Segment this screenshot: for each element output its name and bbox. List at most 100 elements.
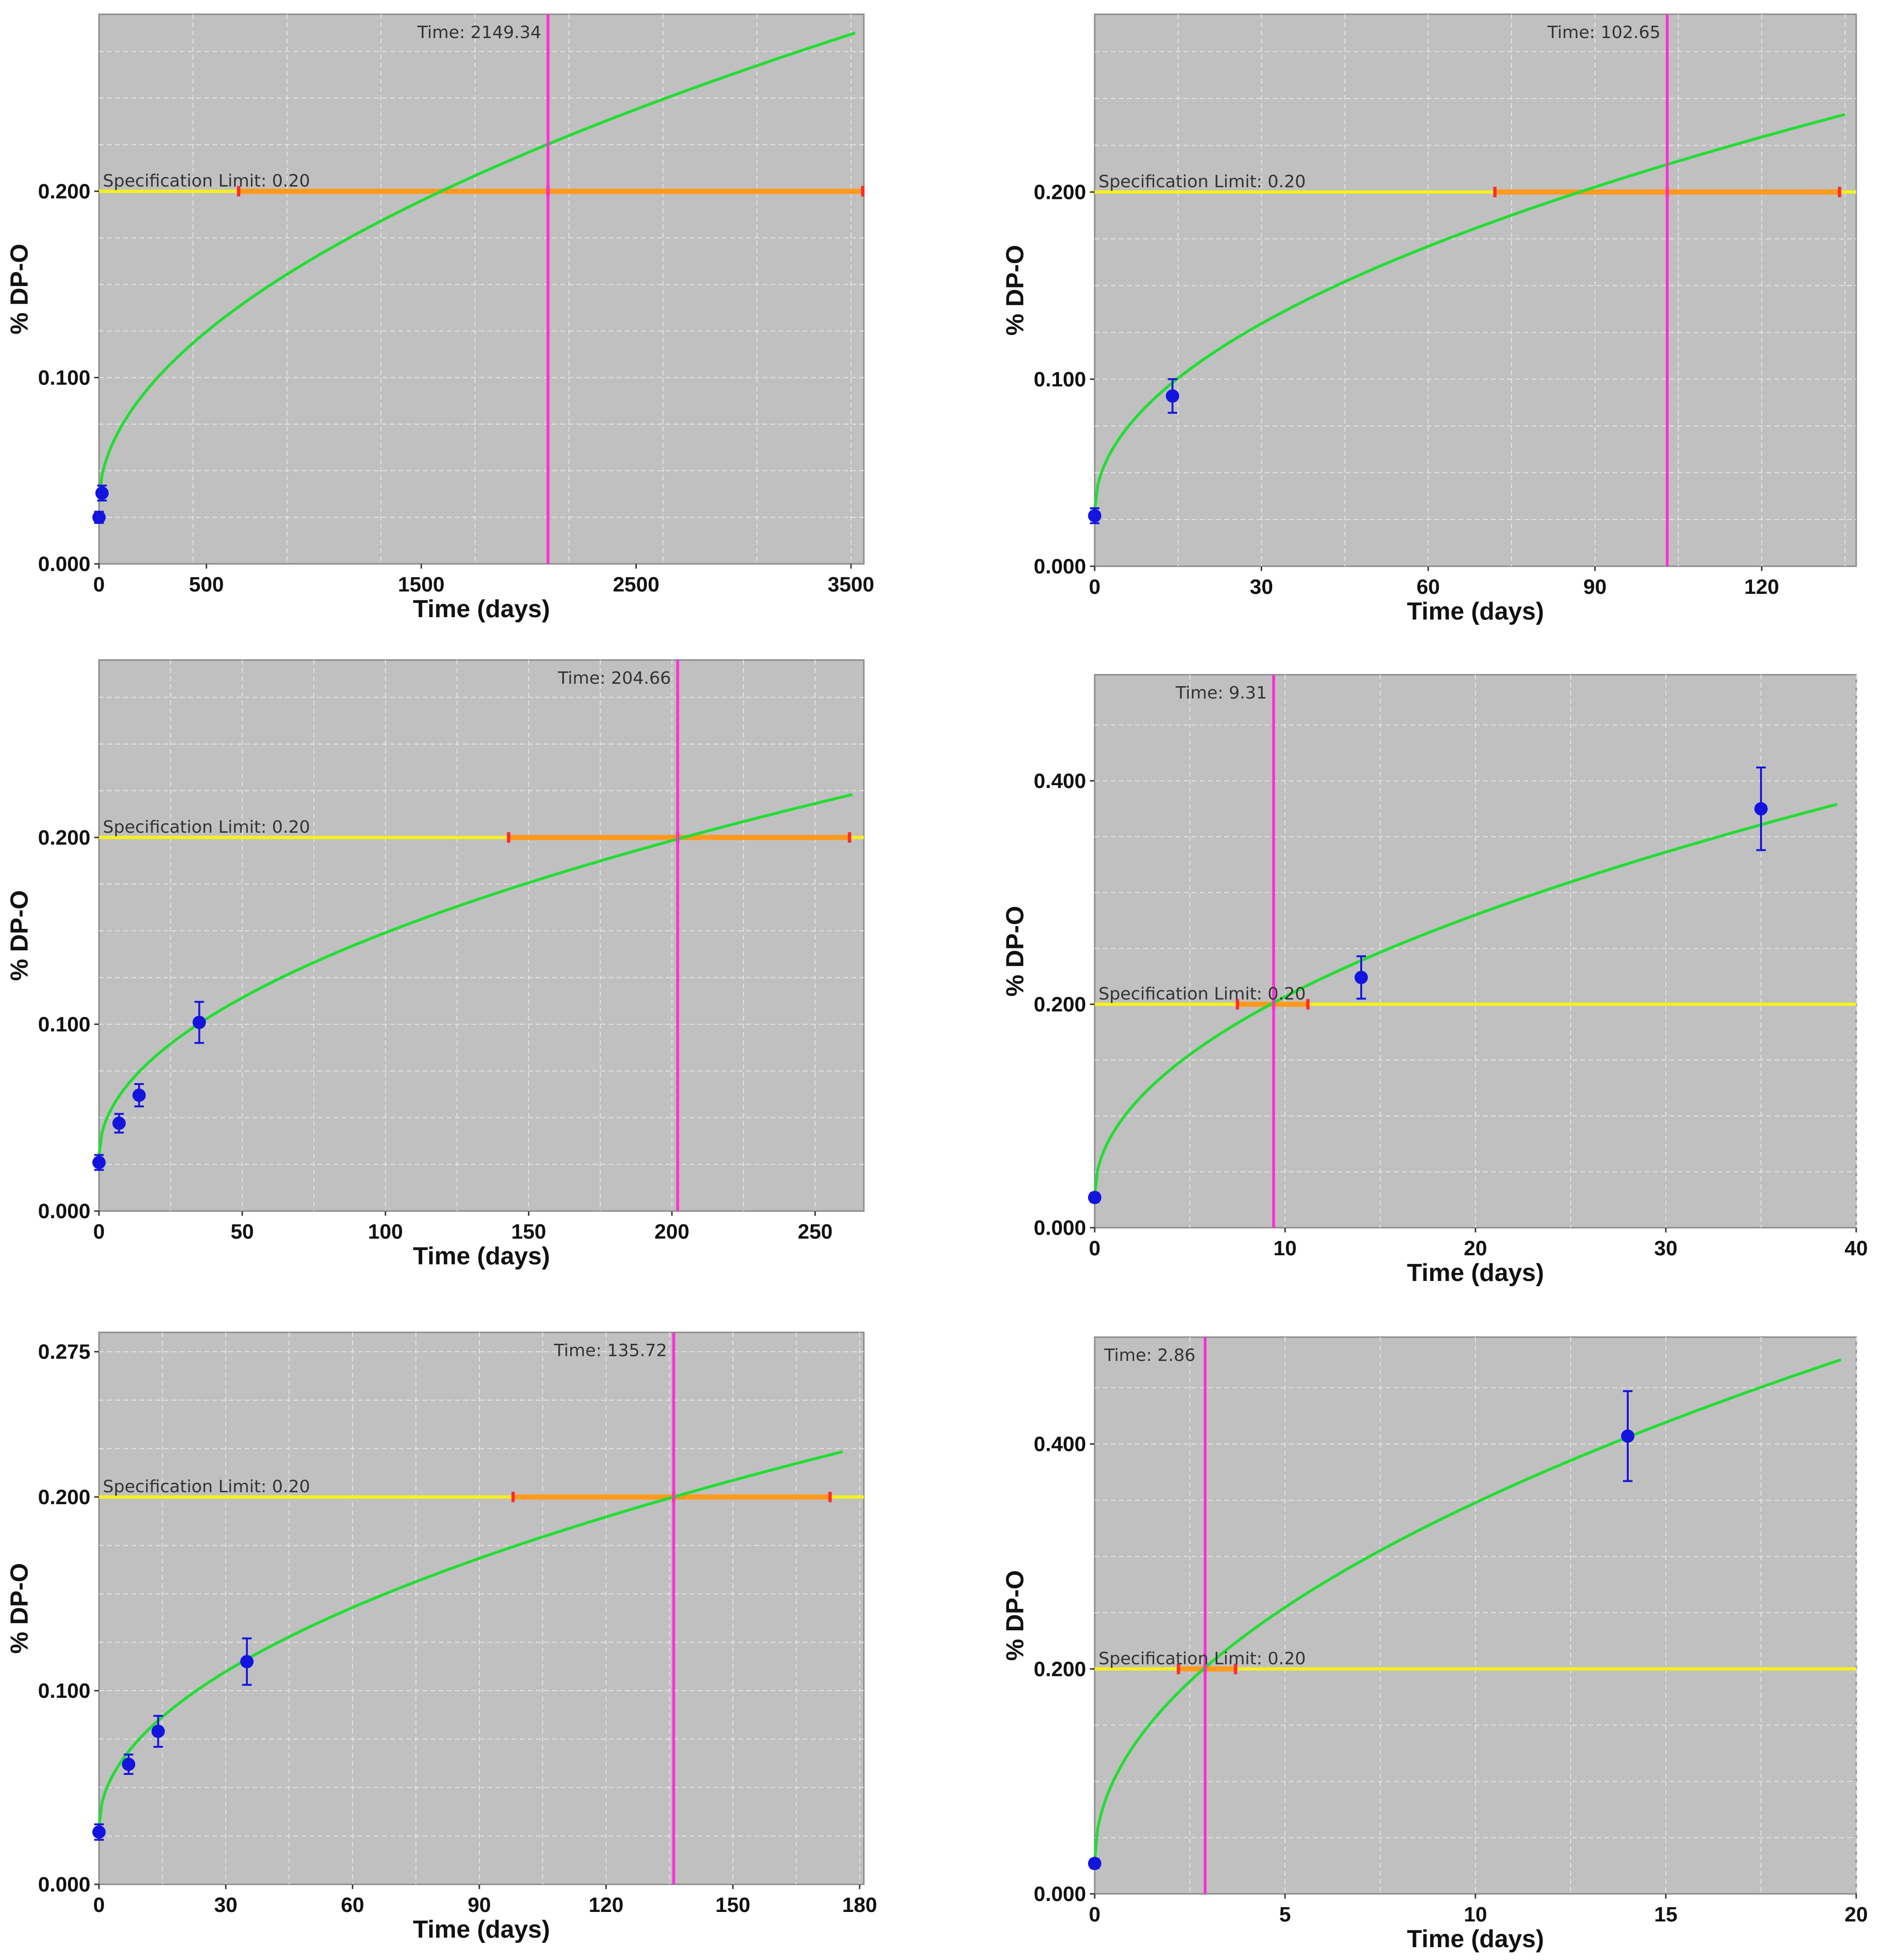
spec-limit-label: Specification Limit: 0.20 [103, 817, 310, 837]
chart-panel-1: Specification Limit: 0.20 Time: 2149.34 0 5… [6, 13, 874, 623]
x-tick-label: 0 [1089, 575, 1100, 599]
fit-curve [98, 793, 853, 1155]
chart-panel-2: Specification Limit: 0.20 Time: 102.65 0 30… [1001, 13, 1857, 625]
spec-limit-label: Specification Limit: 0.20 [103, 1477, 310, 1497]
x-tick-label: 3500 [828, 573, 874, 596]
y-tick-label: 0.100 [38, 366, 90, 389]
spec-limit-label: Specification Limit: 0.20 [1098, 172, 1306, 192]
spec-limit-label: Specification Limit: 0.20 [1098, 1649, 1306, 1668]
fit-curve [98, 1450, 843, 1827]
x-tick-label: 30 [1250, 575, 1273, 599]
x-tick-label: 100 [368, 1220, 403, 1243]
y-tick-label: 0.000 [1034, 1882, 1086, 1906]
grid-lines [99, 660, 864, 1211]
time-value-label: Time: 102.65 [1547, 23, 1661, 42]
data-point [95, 486, 109, 500]
y-tick-label: 0.100 [1034, 368, 1086, 391]
plot-area [98, 659, 865, 1212]
x-axis-title: Time (days) [413, 1916, 550, 1943]
x-tick-label: 250 [798, 1220, 832, 1243]
x-tick-label: 200 [654, 1220, 689, 1243]
y-axis-title: % DP-O [6, 244, 33, 335]
x-tick-label: 2500 [613, 573, 660, 596]
y-tick-label: 0.000 [1034, 555, 1086, 578]
fit-curve [1093, 1358, 1841, 1861]
chart-panel-4: Specification Limit: 0.20 Time: 9.31 0 10 20… [1001, 674, 1868, 1287]
y-tick-label: 0.400 [1034, 1433, 1086, 1456]
chart-panel-3: Specification Limit: 0.20 Time: 204.66 0 50… [6, 659, 865, 1270]
data-point [92, 1825, 106, 1839]
fit-curve [1093, 803, 1838, 1194]
y-tick-label: 0.000 [38, 1200, 90, 1223]
x-axis-title: Time (days) [413, 595, 550, 623]
x-axis-title: Time (days) [1407, 1925, 1544, 1953]
x-tick-label: 40 [1845, 1237, 1868, 1260]
y-tick-label: 0.200 [38, 826, 90, 849]
y-axis-title: % DP-O [1001, 1570, 1029, 1661]
x-axis-title: Time (days) [1407, 598, 1544, 625]
data-point [151, 1724, 165, 1738]
fit-curve [1093, 113, 1846, 511]
x-tick-label: 15 [1654, 1903, 1678, 1926]
x-tick-label: 20 [1464, 1237, 1487, 1260]
data-point [1166, 389, 1179, 403]
y-tick-label: 0.400 [1034, 769, 1086, 793]
x-tick-label: 30 [214, 1893, 237, 1917]
x-tick-label: 0 [93, 1220, 105, 1243]
x-tick-label: 0 [1089, 1903, 1100, 1926]
x-tick-label: 5 [1279, 1903, 1291, 1926]
x-tick-label: 0 [93, 1893, 105, 1917]
time-value-label: Time: 204.66 [557, 669, 671, 688]
x-tick-label: 150 [715, 1893, 750, 1917]
x-axis-title: Time (days) [1407, 1259, 1544, 1287]
spec-limit-label: Specification Limit: 0.20 [103, 171, 310, 191]
y-tick-label: 0.275 [38, 1340, 90, 1364]
data-point [240, 1655, 254, 1668]
x-tick-label: 120 [589, 1893, 623, 1917]
fit-curve [98, 31, 856, 502]
y-tick-label: 0.200 [38, 1486, 90, 1509]
y-tick-label: 0.200 [1034, 1657, 1086, 1681]
y-tick-label: 0.200 [1034, 993, 1086, 1016]
chart-panel-6: Specification Limit: 0.20 Time: 2.86 0 5 10 1… [1001, 1336, 1868, 1953]
y-tick-label: 0.200 [38, 180, 90, 203]
x-tick-label: 1500 [398, 573, 445, 596]
time-value-label: Time: 2149.34 [417, 23, 542, 42]
y-axis-title: % DP-O [6, 1563, 33, 1654]
data-point [1088, 1191, 1101, 1204]
x-tick-label: 50 [230, 1220, 254, 1243]
spec-limit-label: Specification Limit: 0.20 [1098, 985, 1306, 1004]
data-point [92, 511, 106, 524]
plot-area [98, 1331, 865, 1885]
y-tick-label: 0.000 [38, 552, 90, 576]
x-tick-label: 30 [1654, 1237, 1678, 1260]
x-tick-label: 90 [1583, 575, 1607, 599]
x-tick-label: 60 [1416, 575, 1440, 599]
time-value-label: Time: 135.72 [554, 1341, 667, 1360]
time-value-label: Time: 2.86 [1104, 1346, 1196, 1365]
x-tick-label: 10 [1464, 1903, 1487, 1926]
x-tick-label: 20 [1845, 1903, 1868, 1926]
y-tick-label: 0.100 [38, 1679, 90, 1703]
data-point [1088, 509, 1101, 522]
data-point [132, 1088, 146, 1102]
data-point [1621, 1429, 1634, 1443]
data-point [1088, 1857, 1101, 1871]
plot-area [1094, 13, 1857, 567]
x-tick-label: 120 [1744, 575, 1779, 599]
data-point [92, 1155, 106, 1169]
x-tick-label: 60 [341, 1893, 364, 1917]
y-axis-title: % DP-O [1001, 245, 1029, 336]
x-tick-label: 0 [93, 573, 105, 596]
x-tick-label: 150 [511, 1220, 546, 1243]
plot-area [98, 13, 865, 565]
x-tick-label: 180 [842, 1893, 877, 1917]
x-tick-label: 500 [189, 573, 224, 596]
data-point [1355, 971, 1368, 985]
data-point [112, 1116, 126, 1130]
x-tick-label: 10 [1274, 1237, 1297, 1260]
y-axis-title: % DP-O [6, 890, 33, 981]
x-tick-label: 90 [468, 1893, 491, 1917]
x-axis-title: Time (days) [413, 1242, 550, 1270]
